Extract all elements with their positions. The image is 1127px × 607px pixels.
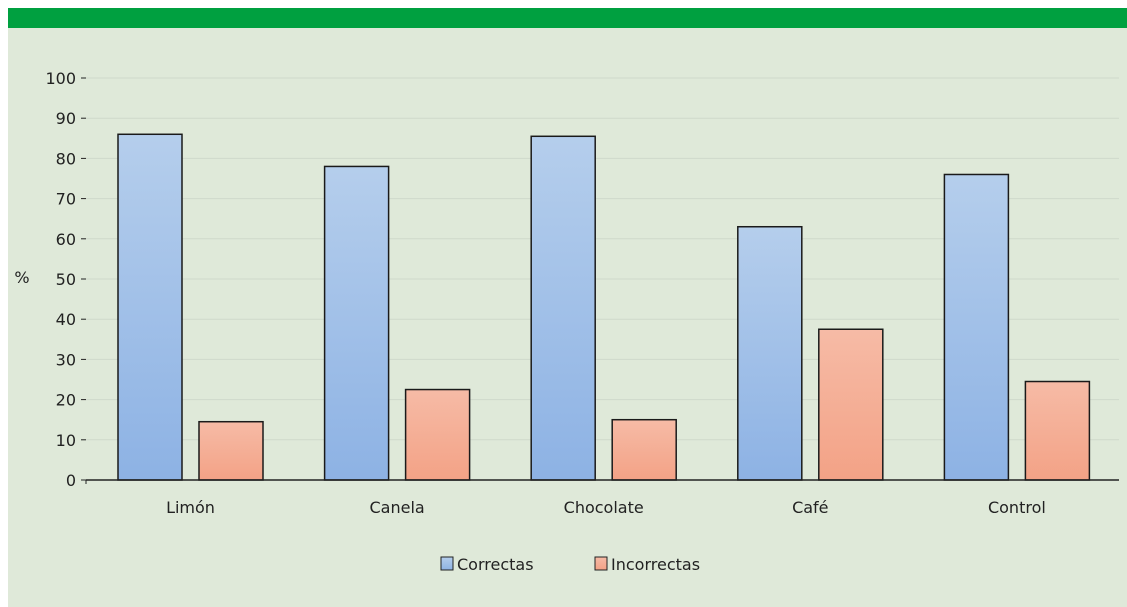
bar-incorrectas bbox=[404, 388, 471, 481]
x-axis-ticks: Limón Canela Chocolate Café Control bbox=[166, 498, 1046, 517]
legend-label-correctas: Correctas bbox=[457, 555, 534, 574]
y-tick-label: 40 bbox=[56, 310, 76, 329]
bar-correctas bbox=[530, 135, 596, 481]
bar-correctas bbox=[943, 173, 1010, 481]
legend: Correctas Incorrectas bbox=[440, 555, 700, 574]
x-tick-label: Café bbox=[792, 498, 828, 517]
y-tick-label: 60 bbox=[56, 230, 76, 249]
y-tick-label: 0 bbox=[66, 471, 76, 490]
y-tick-label: 10 bbox=[56, 431, 76, 450]
bar-correctas bbox=[117, 133, 183, 481]
legend-swatch-correctas bbox=[440, 556, 454, 571]
y-tick-label: 50 bbox=[56, 270, 76, 289]
x-tick-label: Limón bbox=[166, 498, 215, 517]
header-bar bbox=[8, 8, 1127, 28]
x-tick-label: Canela bbox=[369, 498, 424, 517]
legend-label-incorrectas: Incorrectas bbox=[611, 555, 700, 574]
y-axis-ticks: 0 10 20 30 40 50 60 70 80 90 100 bbox=[45, 69, 86, 490]
bar-incorrectas bbox=[198, 420, 264, 481]
bar-correctas bbox=[323, 165, 390, 481]
bar-incorrectas bbox=[818, 328, 884, 481]
bar-incorrectas bbox=[1024, 380, 1091, 481]
x-tick-label: Chocolate bbox=[564, 498, 644, 517]
y-tick-label: 90 bbox=[56, 109, 76, 128]
bars bbox=[117, 133, 1091, 481]
y-tick-label: 30 bbox=[56, 350, 76, 369]
y-tick-label: 100 bbox=[45, 69, 76, 88]
y-tick-label: 70 bbox=[56, 190, 76, 209]
y-tick-label: 80 bbox=[56, 149, 76, 168]
legend-swatch-incorrectas bbox=[594, 556, 608, 571]
x-tick-label: Control bbox=[988, 498, 1046, 517]
y-tick-label: 20 bbox=[56, 391, 76, 410]
y-axis-label: % bbox=[14, 268, 29, 287]
bar-correctas bbox=[737, 225, 803, 481]
bar-incorrectas bbox=[611, 418, 677, 481]
